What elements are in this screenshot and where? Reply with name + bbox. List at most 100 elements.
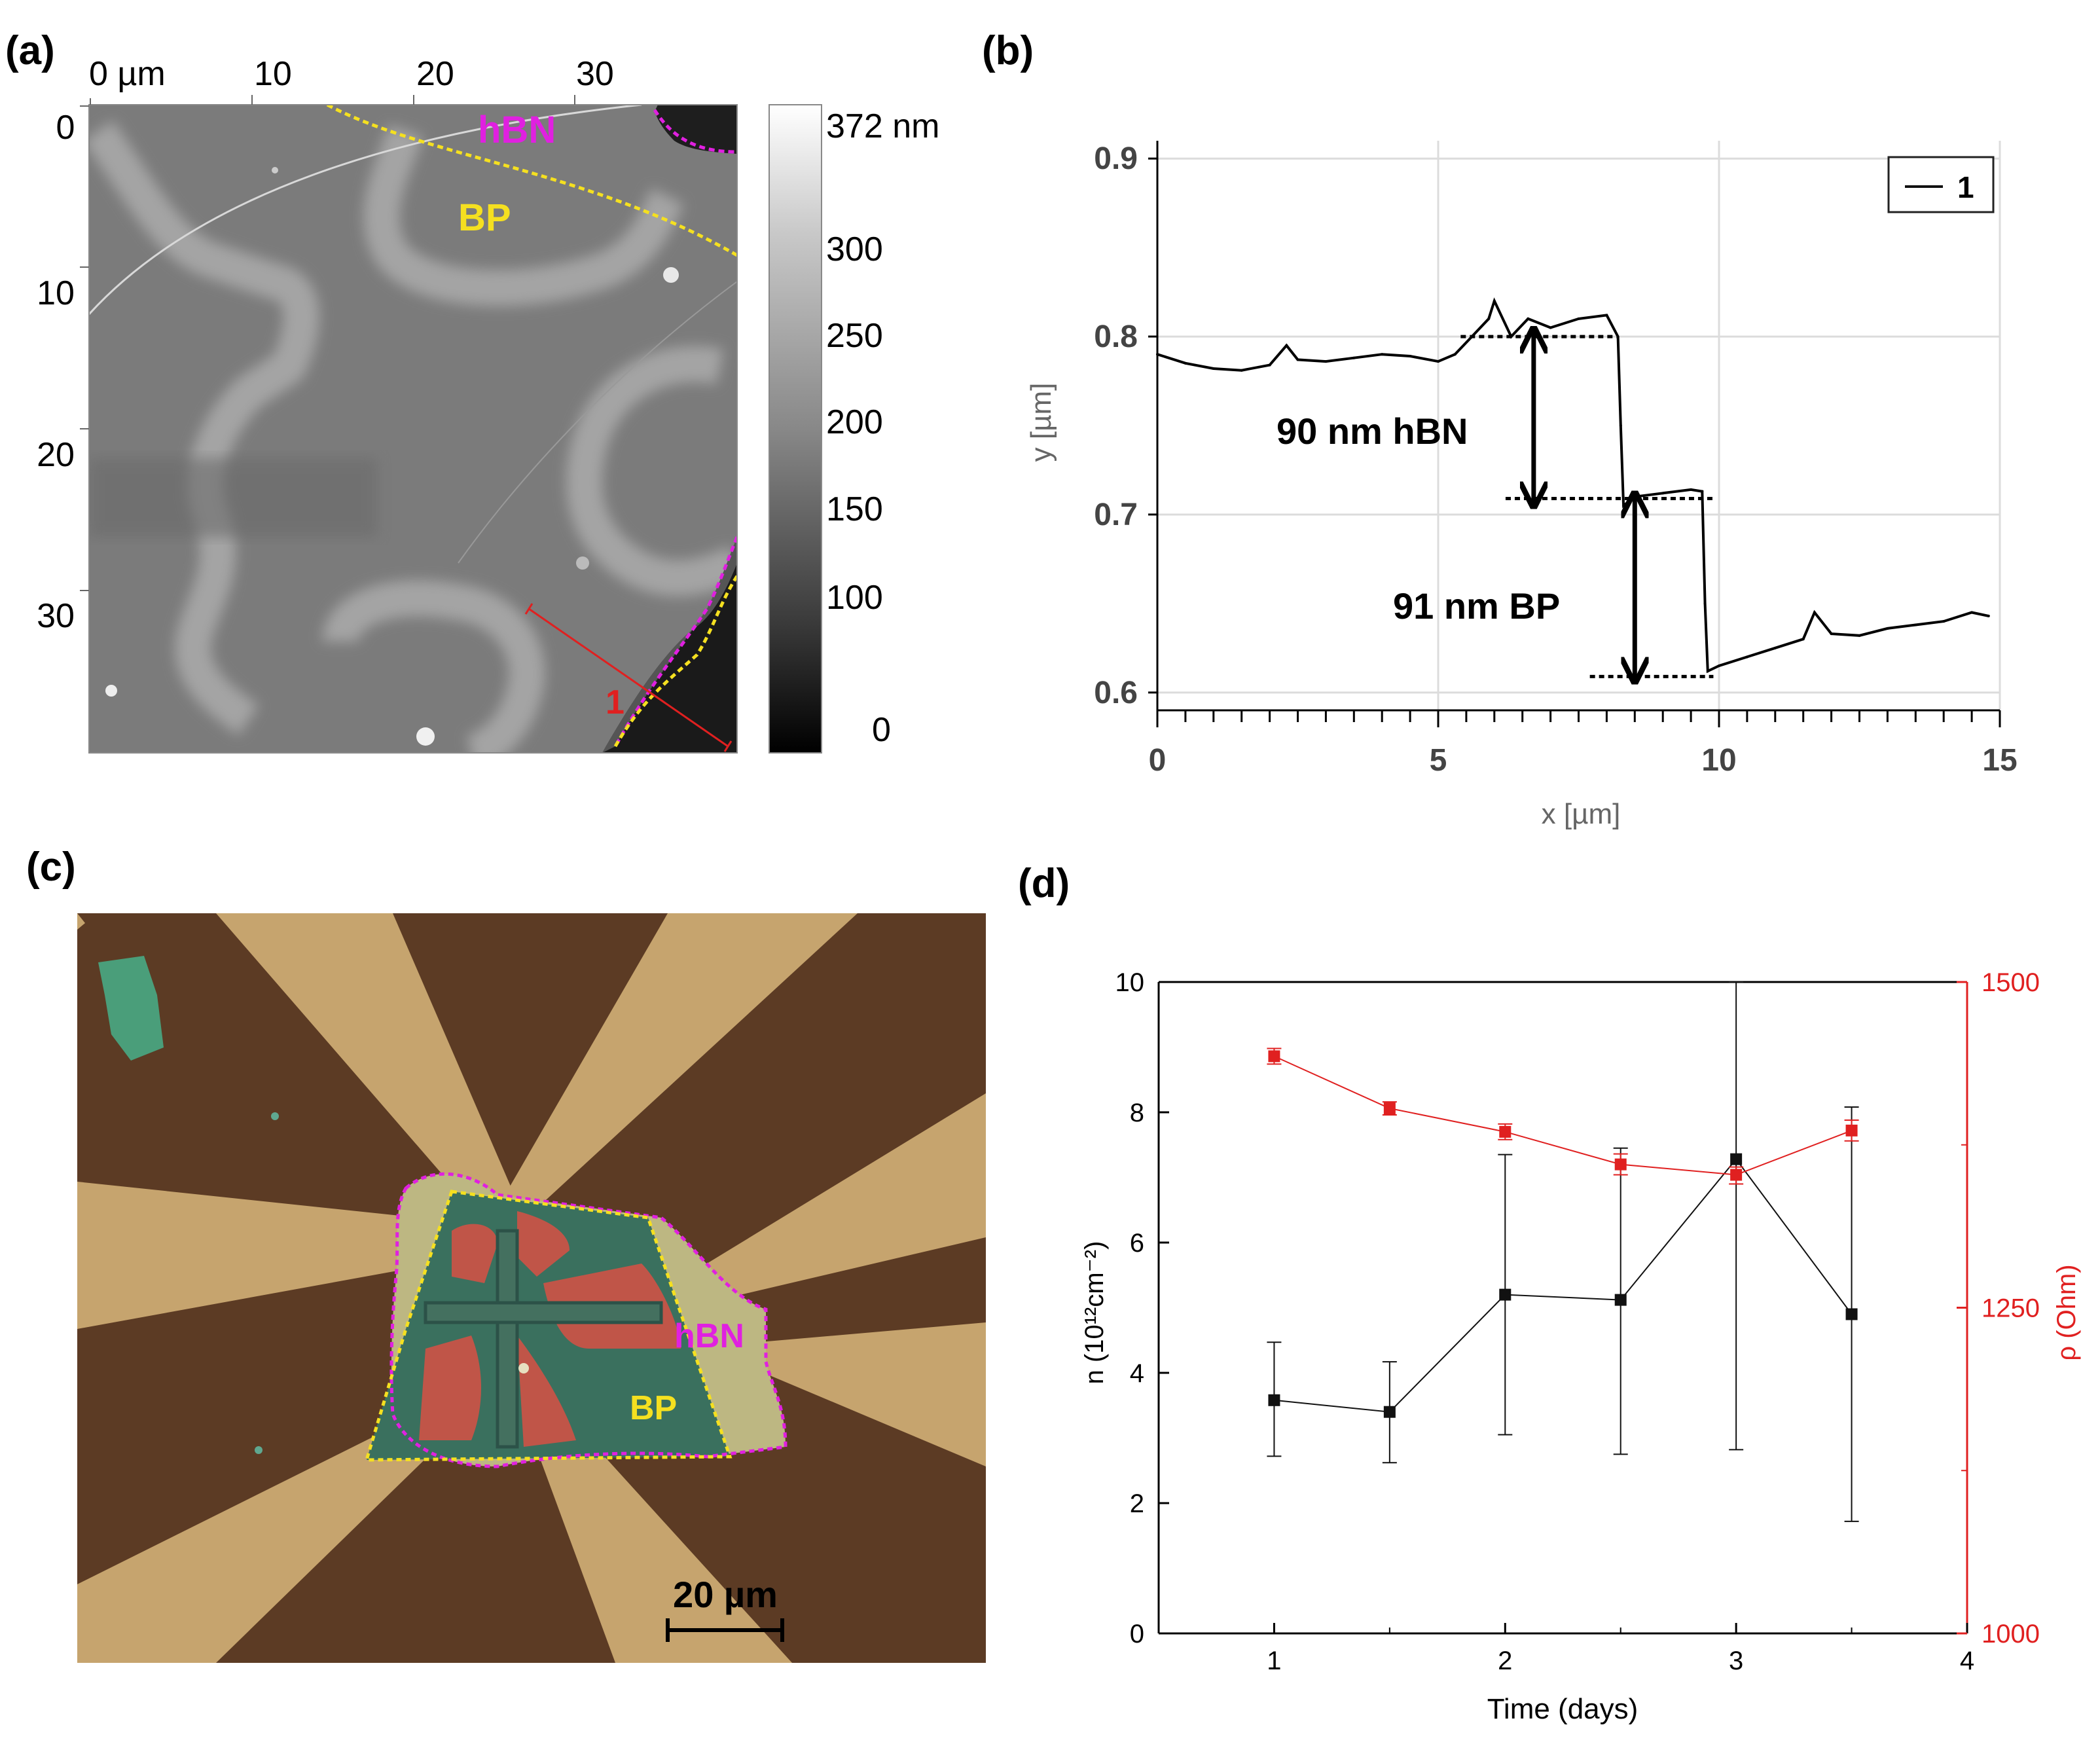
y-tick-label: 0.6	[1094, 676, 1138, 710]
point-n	[1730, 1153, 1743, 1165]
profile-point	[1268, 363, 1271, 367]
point-rho	[1845, 1124, 1858, 1137]
profile-point	[1701, 490, 1704, 493]
y-right-tick-label: 1000	[1982, 1620, 2040, 1648]
colorbar-max: 372 nm	[826, 107, 939, 145]
time-xlabel: Time (days)	[1487, 1693, 1638, 1725]
scale-bar	[666, 1618, 784, 1642]
point-n	[1268, 1394, 1280, 1406]
profile-point	[1690, 488, 1693, 491]
profile-point	[1605, 314, 1608, 317]
profile-point	[1184, 361, 1187, 365]
profile-point	[1619, 424, 1622, 427]
y-left-tick-label: 6	[1130, 1229, 1144, 1258]
profile-point	[1212, 367, 1215, 370]
point-rho	[1383, 1102, 1396, 1115]
profile-point	[1285, 344, 1288, 347]
afm-x-tick-10: 10	[254, 55, 292, 93]
time-ylabel-right: ρ (Ohm)	[2052, 1264, 2081, 1360]
time-chart: 1 2 3 4 0 2 4 6 8 10 1000 1250 1500	[1115, 968, 2040, 1675]
x-tick-label: 3	[1729, 1646, 1743, 1675]
profile-point	[1661, 492, 1665, 495]
bp-boundary-c	[364, 1190, 733, 1462]
panel-label-c: (c)	[26, 845, 76, 890]
afm-x-tick-0: 0 µm	[89, 55, 166, 93]
profile-point	[1487, 317, 1491, 320]
profile-point	[1577, 317, 1580, 320]
profile-point	[1858, 634, 1861, 637]
profile-point	[1409, 354, 1412, 357]
afm-image	[89, 105, 737, 753]
afm-y-tick-20: 20	[37, 436, 75, 474]
annotation-bp: 91 nm BP	[1393, 585, 1560, 627]
profile-point	[1718, 664, 1720, 668]
profile-point	[1703, 602, 1707, 605]
profile-point	[1813, 611, 1816, 614]
series-line-rho	[1273, 1055, 1852, 1176]
profile-point	[1886, 627, 1889, 630]
point-rho	[1614, 1158, 1627, 1171]
afm-x-tick-30: 30	[576, 55, 614, 93]
bp-label-c: BP	[630, 1389, 677, 1427]
x-tick-label: 0	[1149, 743, 1167, 778]
point-n	[1383, 1406, 1396, 1418]
point-n	[1845, 1308, 1858, 1320]
profile-label-1: 1	[606, 683, 625, 721]
y-left-tick-label: 0	[1130, 1620, 1144, 1648]
panel-label-a: (a)	[5, 28, 55, 73]
hbn-label-c: hBN	[674, 1317, 744, 1355]
profile-point	[1622, 504, 1625, 507]
colorbar-200: 200	[826, 403, 883, 441]
point-rho	[1730, 1169, 1743, 1181]
afm-y-tick-0: 0	[56, 109, 75, 147]
profile-point	[1970, 611, 1974, 614]
afm-x-axis	[90, 95, 575, 105]
profile-point	[1381, 353, 1384, 356]
hbn-label-a: hBN	[478, 109, 556, 151]
point-rho	[1268, 1050, 1280, 1063]
profile-point	[1549, 326, 1552, 329]
profile-point	[1240, 369, 1243, 372]
point-n	[1499, 1288, 1512, 1301]
panel-label-b: (b)	[982, 28, 1034, 73]
profile-point	[1830, 632, 1833, 636]
optical-micrograph	[77, 913, 986, 1663]
x-tick-label: 10	[1701, 743, 1736, 778]
profile-series-1	[1157, 297, 1989, 674]
x-tick-label: 1	[1267, 1646, 1281, 1675]
afm-x-tick-20: 20	[416, 55, 454, 93]
profile-chart: 0 5 10 15 0.6 0.7 0.8 0.9	[1094, 141, 2018, 778]
y-left-tick-label: 2	[1130, 1489, 1144, 1518]
profile-point	[1296, 358, 1299, 361]
hbn-boundary-c	[389, 1172, 788, 1468]
profile-xlabel: x [µm]	[1542, 798, 1621, 830]
y-tick-label: 0.7	[1094, 498, 1138, 532]
profile-ylabel: y [µm]	[1025, 383, 1057, 462]
point-n	[1614, 1294, 1627, 1306]
profile-point	[1324, 360, 1328, 363]
profile-point	[1493, 299, 1496, 302]
colorbar-300: 300	[826, 230, 883, 268]
hbn-boundary-a	[653, 109, 737, 154]
profile-point	[1706, 670, 1709, 673]
bp-boundary-a	[326, 105, 737, 257]
x-tick-label: 2	[1498, 1646, 1512, 1675]
profile-point	[1773, 646, 1777, 649]
profile-point	[1745, 655, 1748, 659]
y-left-tick-label: 10	[1115, 968, 1145, 997]
colorbar	[769, 104, 822, 754]
colorbar-0: 0	[872, 711, 891, 749]
panel-label-d: (d)	[1018, 861, 1070, 906]
x-tick-label: 4	[1960, 1646, 1974, 1675]
profile-point	[1987, 614, 1990, 617]
y-right-tick-label: 1250	[1982, 1294, 2040, 1323]
y-left-tick-label: 8	[1130, 1099, 1144, 1127]
profile-line-1	[528, 608, 729, 748]
annotation-hbn: 90 nm hBN	[1276, 410, 1468, 452]
profile-point	[1156, 353, 1159, 356]
profile-point	[1437, 360, 1439, 363]
bp-label-a: BP	[458, 196, 511, 239]
series-line-n	[1274, 1157, 1853, 1413]
colorbar-250: 250	[826, 317, 883, 355]
